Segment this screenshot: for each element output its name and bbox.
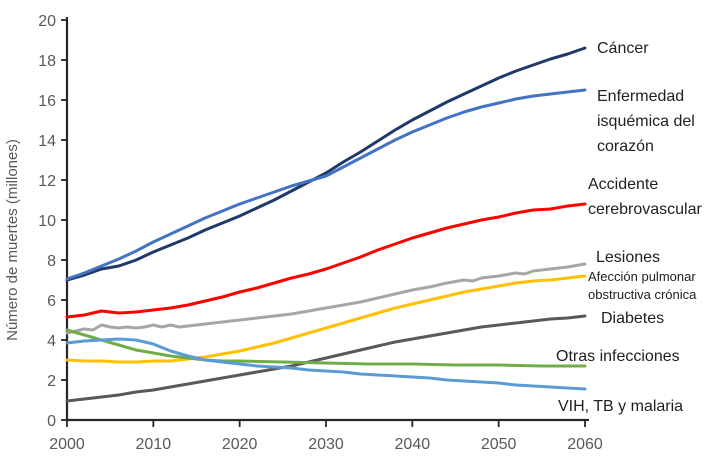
y-tick-label: 10	[38, 213, 56, 230]
y-tick-label: 2	[47, 373, 56, 390]
series-line-vih-tb-malaria	[65, 337, 587, 391]
series-line-enfermedad-isquemica	[65, 88, 587, 281]
series-line-afeccion-pulmonar	[65, 274, 587, 364]
y-tick-label: 4	[47, 333, 56, 350]
series-line-cancer	[65, 46, 587, 282]
y-tick-label: 0	[47, 413, 56, 430]
series-label-diabetes: Diabetes	[601, 310, 665, 327]
series-label-cancer: Cáncer	[597, 40, 649, 57]
series-label-enfermedad-isquemica: Enfermedad isquémica del corazón	[597, 88, 695, 155]
x-tick-label: 2020	[222, 436, 258, 453]
y-tick-label: 18	[38, 53, 56, 70]
series-label-afeccion-pulmonar: Afección pulmonar obstructiva crónica	[588, 269, 697, 302]
series-label-accidente-cerebrovascular: Accidente cerebrovascular	[588, 176, 702, 218]
series-line-accidente-cerebrovascular	[65, 202, 587, 319]
y-tick-label: 16	[38, 93, 56, 110]
series-label-vih-tb-malaria: VIH, TB y malaria	[558, 398, 684, 415]
x-tick-label: 2050	[481, 436, 517, 453]
x-tick-label: 2040	[395, 436, 431, 453]
series-line-diabetes	[65, 314, 587, 403]
series-label-lesiones: Lesiones	[596, 249, 661, 266]
y-tick-label: 8	[47, 253, 56, 270]
series-line-lesiones	[65, 262, 587, 335]
y-tick-label: 6	[47, 293, 56, 310]
y-tick-label: 14	[38, 133, 56, 150]
x-tick-label: 2060	[567, 436, 603, 453]
x-tick-label: 2010	[136, 436, 172, 453]
y-tick-label: 20	[38, 13, 56, 30]
y-tick-label: 12	[38, 173, 56, 190]
series-label-otras-infecciones: Otras infecciones	[556, 348, 680, 365]
y-axis-title: Número de muertes (millones)	[4, 139, 21, 341]
x-tick-label: 2000	[49, 436, 85, 453]
x-tick-label: 2030	[308, 436, 344, 453]
